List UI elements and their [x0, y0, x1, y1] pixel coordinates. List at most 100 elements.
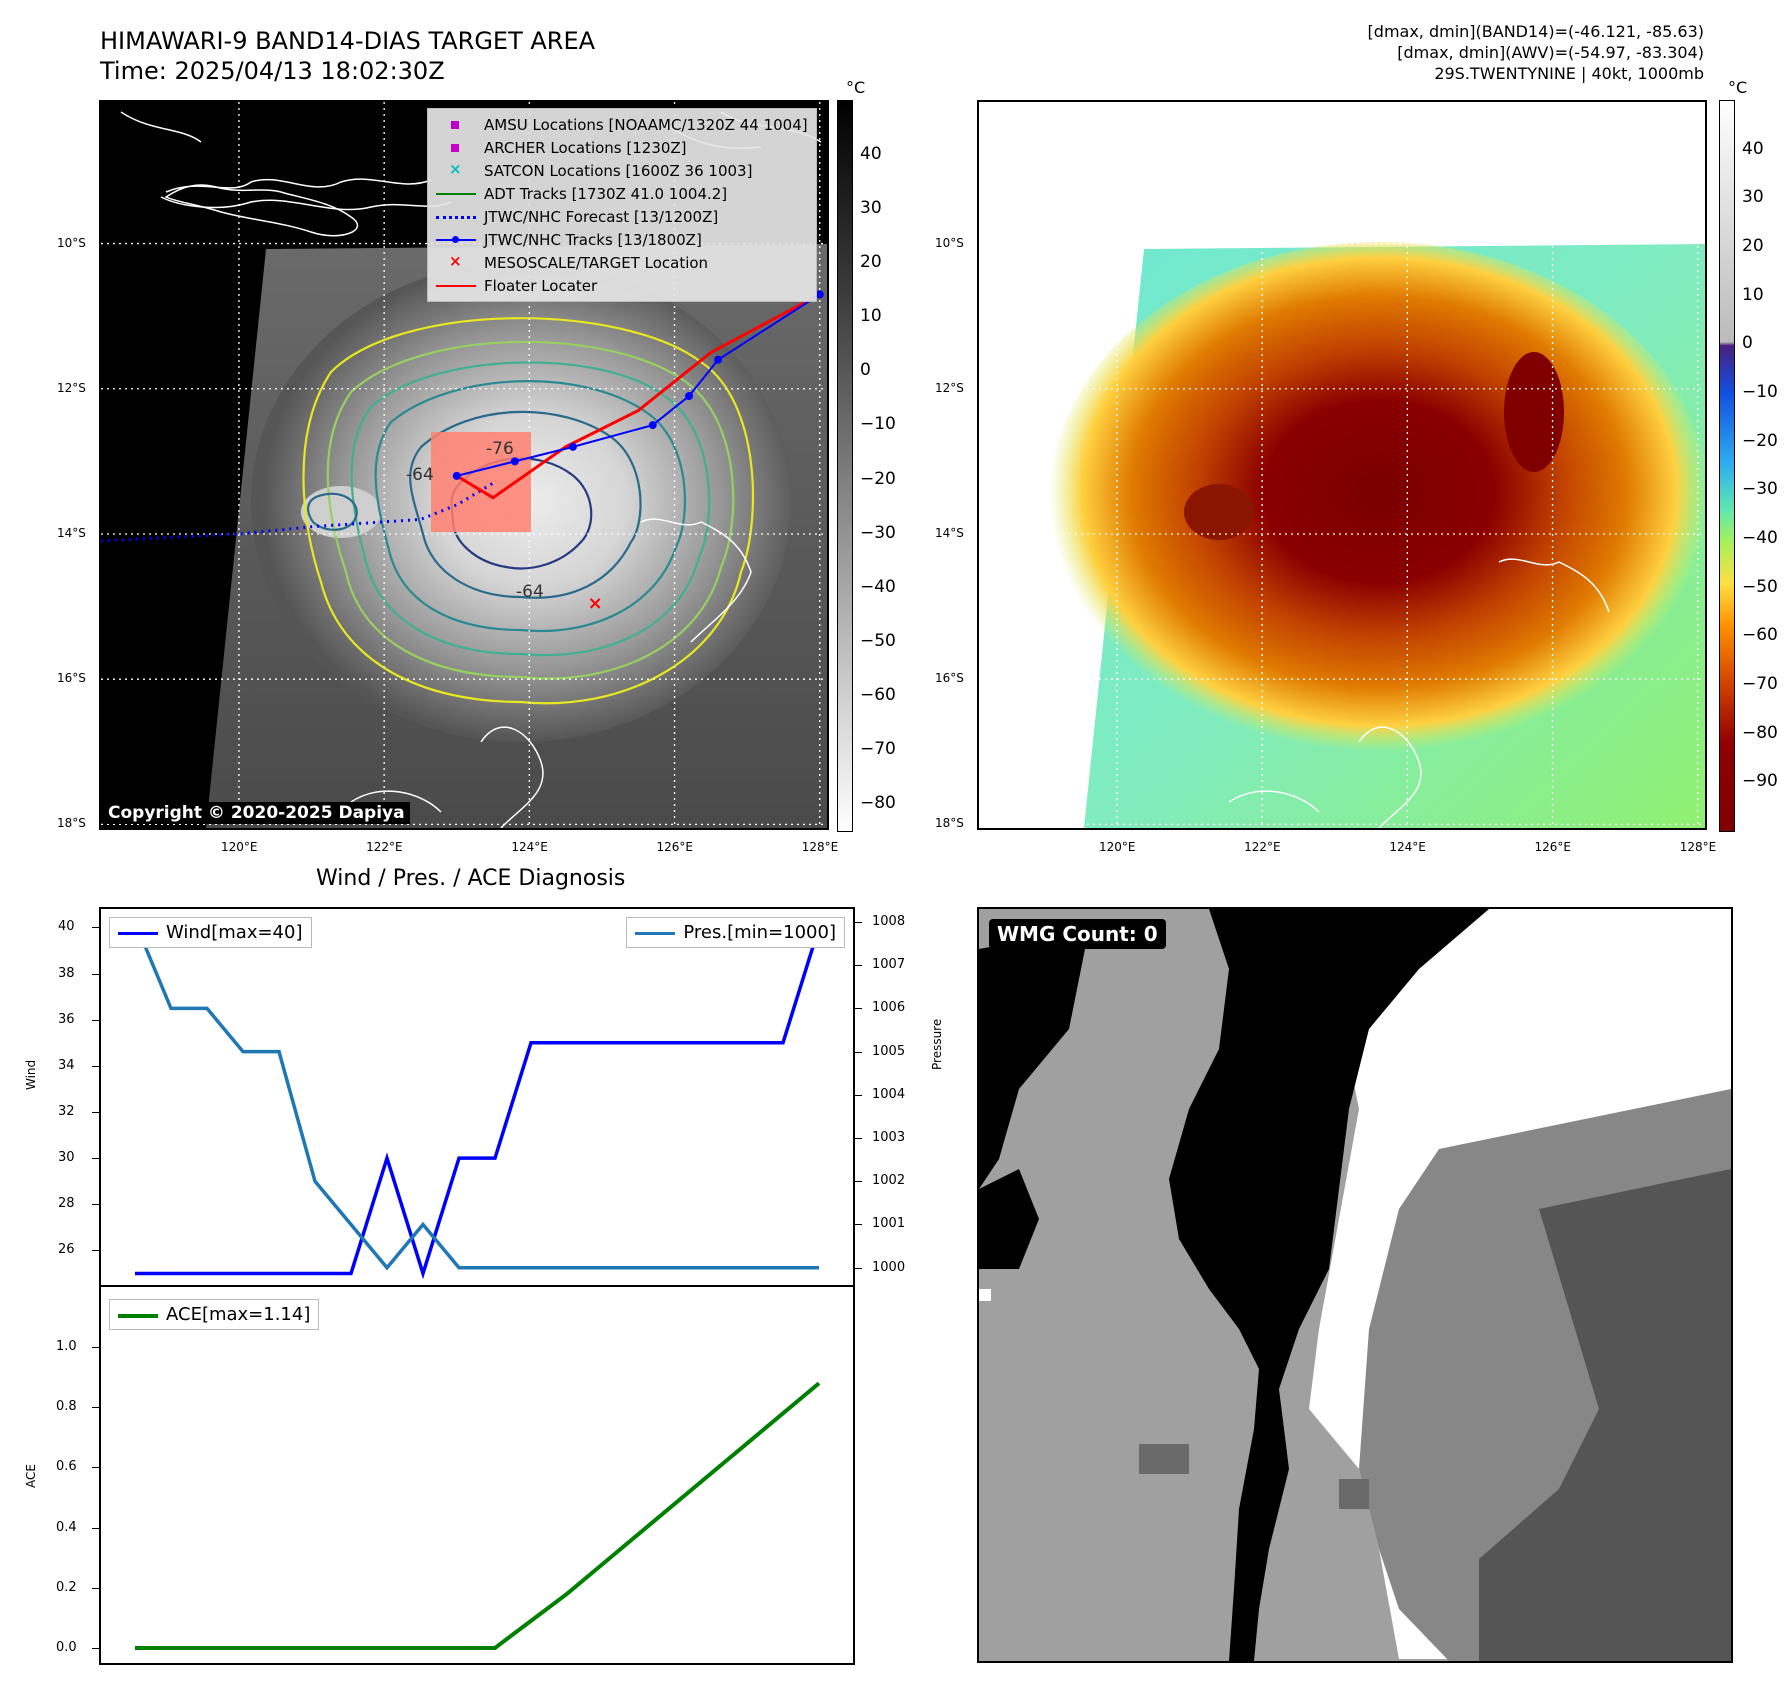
lat-tick-label: 10°S — [57, 235, 86, 250]
awv-map — [979, 102, 1705, 828]
wind-ylabel: Wind — [24, 1059, 38, 1090]
wmg-count-badge: WMG Count: 0 — [989, 919, 1166, 949]
legend-label: SATCON Locations [1600Z 36 1003] — [484, 161, 753, 180]
ace-tick-label: 0.0 — [56, 1639, 77, 1655]
pressure-ylabel: Pressure — [930, 1018, 944, 1070]
wind-tick-label: 28 — [58, 1196, 75, 1212]
wind-tick-mark — [92, 1158, 99, 1160]
contour-label-1: -76 — [486, 439, 514, 459]
wind-tick-mark — [92, 1250, 99, 1252]
pressure-tick-label: 1003 — [872, 1130, 906, 1146]
wind-tick-mark — [92, 973, 99, 975]
right-colorbar-unit: °C — [1728, 78, 1748, 97]
lon-tick-label: 122°E — [366, 840, 403, 854]
lon-tick-label: 124°E — [511, 840, 548, 854]
jtwc-track-point — [648, 421, 657, 430]
colorbar-tick-label: −50 — [860, 630, 896, 651]
wind-tick-label: 36 — [58, 1011, 75, 1027]
ace-tick-label: 0.4 — [56, 1519, 77, 1535]
legend-label: ARCHER Locations [1230Z] — [484, 138, 687, 157]
legend-symbol: × — [449, 159, 462, 178]
wind-pres-panel: Wind[max=40] Pres.[min=1000] — [99, 907, 855, 1287]
wmg-panel: WMG Count: 0 — [977, 907, 1733, 1663]
jtwc-track-point — [714, 355, 723, 364]
colorbar-tick-label: 40 — [860, 144, 882, 165]
lon-tick-label: 120°E — [220, 840, 258, 854]
figure-title: HIMAWARI-9 BAND14-DIAS TARGET AREA — [100, 27, 596, 55]
ace-chart — [135, 1381, 821, 1650]
awv-cold-core — [1049, 242, 1705, 762]
right-colorbar — [1719, 100, 1735, 832]
colorbar-tick-label: −80 — [860, 792, 896, 813]
colorbar-tick-label: 10 — [860, 306, 882, 327]
pressure-tick-mark — [855, 921, 862, 923]
pressure-tick-mark — [855, 1051, 862, 1053]
lon-tick-label: 124°E — [1389, 840, 1426, 854]
legend-label: MESOSCALE/TARGET Location — [484, 253, 709, 272]
jtwc-track-point — [568, 442, 577, 451]
lon-tick-label: 126°E — [1534, 840, 1572, 854]
pressure-tick-label: 1002 — [872, 1173, 906, 1189]
wind-legend: Wind[max=40] — [109, 917, 312, 948]
wind-tick-label: 30 — [58, 1150, 75, 1166]
legend-item: AMSU Locations [NOAAMC/1320Z 44 1004] — [436, 113, 808, 136]
wind-tick-mark — [92, 927, 99, 929]
lat-tick-label: 14°S — [57, 525, 86, 540]
colorbar-tick-label: −80 — [1742, 722, 1778, 743]
ace-tick-label: 0.6 — [56, 1459, 77, 1475]
jtwc-track-point — [510, 457, 519, 466]
pressure-tick-label: 1001 — [872, 1216, 906, 1232]
left-colorbar — [837, 100, 853, 832]
lat-tick-label: 16°S — [935, 671, 964, 686]
ace-tick-mark — [92, 1467, 99, 1469]
legend-symbol — [436, 141, 476, 155]
legend-item: JTWC/NHC Tracks [13/1800Z] — [436, 228, 808, 251]
legend-symbol: × — [449, 251, 462, 270]
pressure-tick-mark — [855, 1008, 862, 1010]
map-gridlines — [979, 102, 1705, 828]
ace-series-line — [135, 1381, 821, 1650]
target-marker: × — [588, 593, 603, 614]
map-legend: AMSU Locations [NOAAMC/1320Z 44 1004] ARC… — [427, 108, 817, 302]
ace-tick-mark — [92, 1527, 99, 1529]
legend-symbol — [436, 118, 476, 132]
ace-tick-mark — [92, 1587, 99, 1589]
lat-tick-label: 16°S — [57, 671, 86, 686]
ace-tick-label: 0.2 — [56, 1579, 77, 1595]
colorbar-tick-label: −40 — [1742, 528, 1778, 548]
contour-label-3: -64 — [516, 582, 544, 602]
left-colorbar-unit: °C — [846, 78, 866, 97]
colorbar-tick-label: 10 — [1742, 284, 1764, 305]
pres-legend-label: Pres.[min=1000] — [683, 922, 836, 943]
lat-tick-label: 12°S — [935, 380, 964, 395]
lon-tick-label: 128°E — [1679, 840, 1717, 854]
legend-symbol — [436, 233, 476, 247]
wind-legend-label: Wind[max=40] — [166, 922, 303, 943]
jtwc-track-point — [685, 392, 694, 401]
wind-tick-label: 32 — [58, 1103, 75, 1119]
lon-tick-label: 120°E — [1098, 840, 1136, 854]
colorbar-tick-label: 0 — [1742, 333, 1753, 354]
colorbar-tick-label: −10 — [1742, 382, 1778, 402]
legend-label: ADT Tracks [1730Z 41.0 1004.2] — [484, 184, 728, 203]
wind-tick-mark — [92, 1111, 99, 1113]
copyright-label: Copyright © 2020-2025 Dapiya — [103, 802, 410, 824]
pressure-tick-mark — [855, 1224, 862, 1226]
stats-band14: [dmax, dmin](BAND14)=(-46.121, -85.63) — [1367, 22, 1704, 41]
jtwc-track-point — [452, 471, 461, 480]
lat-tick-label: 18°S — [935, 816, 964, 831]
wind-tick-label: 40 — [58, 919, 75, 935]
wind-tick-label: 34 — [58, 1057, 75, 1073]
wind-tick-mark — [92, 1065, 99, 1067]
ace-ylabel: ACE — [24, 1464, 38, 1488]
legend-label: Floater Locater — [484, 276, 598, 295]
colorbar-tick-label: −60 — [860, 684, 896, 705]
lat-tick-label: 18°S — [57, 816, 86, 831]
pressure-tick-mark — [855, 965, 862, 967]
legend-item: Floater Locater — [436, 274, 808, 297]
lat-tick-label: 10°S — [935, 235, 964, 250]
band14-map: -76 -64 -64 × — [101, 102, 827, 828]
pressure-tick-mark — [855, 1138, 862, 1140]
colorbar-tick-label: 20 — [1742, 236, 1764, 256]
colorbar-tick-label: 0 — [860, 360, 871, 381]
